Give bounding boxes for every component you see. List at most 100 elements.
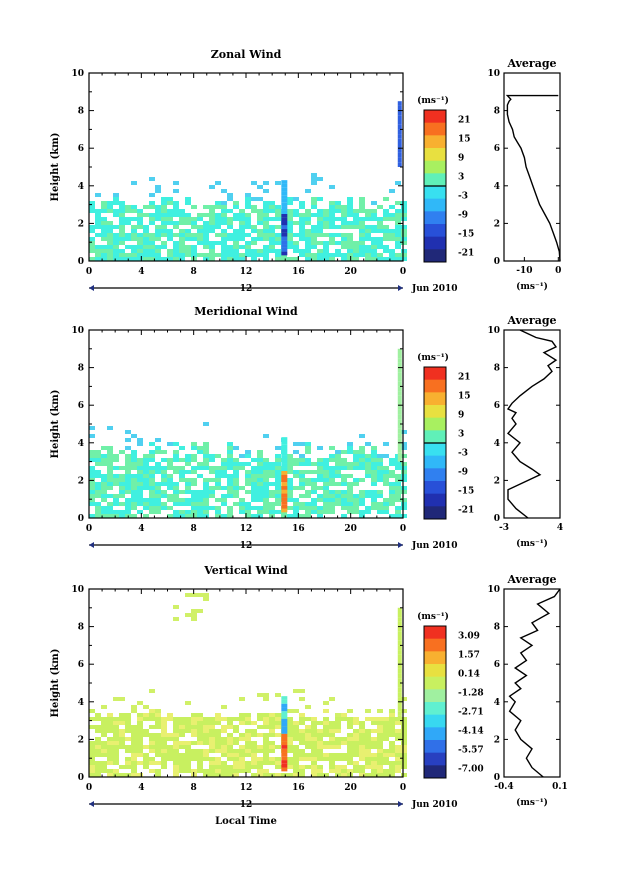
- colorbar-swatch: [424, 714, 446, 728]
- colorbar-swatch: [424, 740, 446, 754]
- colorbar-swatch: [424, 455, 446, 469]
- y-axis-label: Height (km): [50, 649, 61, 718]
- x-tick-label: 0: [86, 783, 92, 793]
- colorbar-swatch: [424, 122, 446, 136]
- average-y-tick-label: 6: [494, 144, 500, 154]
- x-tick-label: 20: [344, 267, 357, 277]
- y-tick-label: 6: [78, 401, 84, 411]
- average-y-tick-label: 8: [494, 364, 500, 374]
- average-y-tick-label: 6: [494, 401, 500, 411]
- colorbar-tick-label: 3: [458, 173, 464, 183]
- colorbar-tick-label: -21: [458, 506, 474, 516]
- colorbar-swatch: [424, 468, 446, 482]
- colorbar-swatch: [424, 430, 446, 444]
- x-tick-label: 0: [86, 267, 92, 277]
- average-y-tick-label: 8: [494, 107, 500, 117]
- y-tick-label: 0: [78, 773, 84, 783]
- x-tick-label: 8: [191, 267, 197, 277]
- panel-title: Meridional Wind: [194, 305, 298, 318]
- colorbar-tick-label: 15: [458, 135, 471, 145]
- average-y-tick-label: 8: [494, 623, 500, 633]
- x-tick-label: 16: [292, 783, 305, 793]
- x-tick-label: 16: [292, 524, 305, 534]
- panel-2: Meridional Wind 0 2 4 6 8 10 Height (km) 0 4 8 12 16…: [50, 305, 563, 551]
- colorbar-tick-label: -9: [458, 468, 468, 478]
- average-y-tick-label: 2: [494, 219, 500, 229]
- colorbar-swatch: [424, 135, 446, 149]
- colorbar-swatch: [424, 664, 446, 678]
- average-y-tick-label: 2: [494, 735, 500, 745]
- date-marker: 12: [240, 284, 253, 294]
- average-y-tick-label: 6: [494, 660, 500, 670]
- date-label: Jun 2010: [411, 800, 458, 810]
- x-axis-label: Local Time: [215, 816, 277, 827]
- x-tick-label: 12: [240, 783, 253, 793]
- colorbar-swatch: [424, 506, 446, 520]
- colorbar-tick-label: 21: [458, 116, 471, 126]
- average-y-tick-label: 10: [487, 585, 500, 595]
- y-tick-label: 10: [71, 326, 84, 336]
- date-bar-start-arrow: [89, 285, 94, 291]
- average-y-tick-label: 10: [487, 69, 500, 79]
- colorbar-frame: [423, 625, 447, 779]
- average-title: Average: [506, 57, 556, 70]
- date-bar-start-arrow: [89, 801, 94, 807]
- panel-title: Vertical Wind: [203, 564, 288, 577]
- colorbar-tick-label: -2.71: [458, 708, 484, 718]
- x-tick-label: 20: [344, 783, 357, 793]
- average-x-axis-label: (ms⁻¹): [516, 797, 548, 808]
- x-tick-label: 4: [138, 783, 144, 793]
- colorbar-swatch: [424, 752, 446, 766]
- colorbar-tick-label: -15: [458, 230, 474, 240]
- colorbar-swatch: [424, 727, 446, 741]
- date-bar-end-arrow: [398, 801, 403, 807]
- y-tick-label: 0: [78, 257, 84, 267]
- date-marker: 12: [240, 541, 253, 551]
- y-tick-label: 10: [71, 585, 84, 595]
- x-tick-label: 0: [400, 267, 406, 277]
- colorbar-swatch: [424, 211, 446, 225]
- y-tick-label: 6: [78, 660, 84, 670]
- y-tick-label: 4: [78, 182, 84, 192]
- y-tick-label: 8: [78, 364, 84, 374]
- colorbar-tick-label: 3.09: [458, 632, 480, 642]
- colorbar-swatch: [424, 443, 446, 457]
- colorbar-swatch: [424, 417, 446, 431]
- colorbar-tick-label: -3: [458, 192, 468, 202]
- average-frame: [503, 72, 561, 262]
- colorbar-swatch: [424, 379, 446, 393]
- colorbar-swatch: [424, 236, 446, 250]
- colorbar-unit: (ms⁻¹): [417, 95, 449, 106]
- colorbar-tick-label: -5.57: [458, 746, 484, 756]
- x-tick-label: 0: [400, 524, 406, 534]
- average-x-axis-label: (ms⁻¹): [516, 538, 548, 549]
- average-x-axis-label: (ms⁻¹): [516, 281, 548, 292]
- colorbar-swatch: [424, 702, 446, 716]
- average-y-tick-label: 0: [494, 257, 500, 267]
- x-tick-label: 0: [86, 524, 92, 534]
- date-bar-end-arrow: [398, 542, 403, 548]
- colorbar-unit: (ms⁻¹): [417, 352, 449, 363]
- average-frame: [503, 329, 561, 519]
- colorbar-swatch: [424, 186, 446, 200]
- colorbar-swatch: [424, 367, 446, 381]
- colorbar-tick-label: 15: [458, 392, 471, 402]
- x-tick-label: 12: [240, 267, 253, 277]
- colorbar-tick-label: 1.57: [458, 651, 480, 661]
- colorbar-tick-label: 9: [458, 154, 464, 164]
- x-tick-label: 8: [191, 783, 197, 793]
- colorbar-tick-label: -21: [458, 249, 474, 259]
- colorbar-tick-label: -15: [458, 487, 474, 497]
- colorbar-swatch: [424, 173, 446, 187]
- average-frame: [503, 588, 561, 778]
- heatmap-cells: [89, 348, 407, 518]
- colorbar-tick-label: -9: [458, 211, 468, 221]
- y-tick-label: 8: [78, 107, 84, 117]
- colorbar-swatch: [424, 198, 446, 212]
- average-x-tick-label: -3: [499, 523, 509, 533]
- y-tick-label: 10: [71, 69, 84, 79]
- y-tick-label: 2: [78, 735, 84, 745]
- colorbar-swatch: [424, 676, 446, 690]
